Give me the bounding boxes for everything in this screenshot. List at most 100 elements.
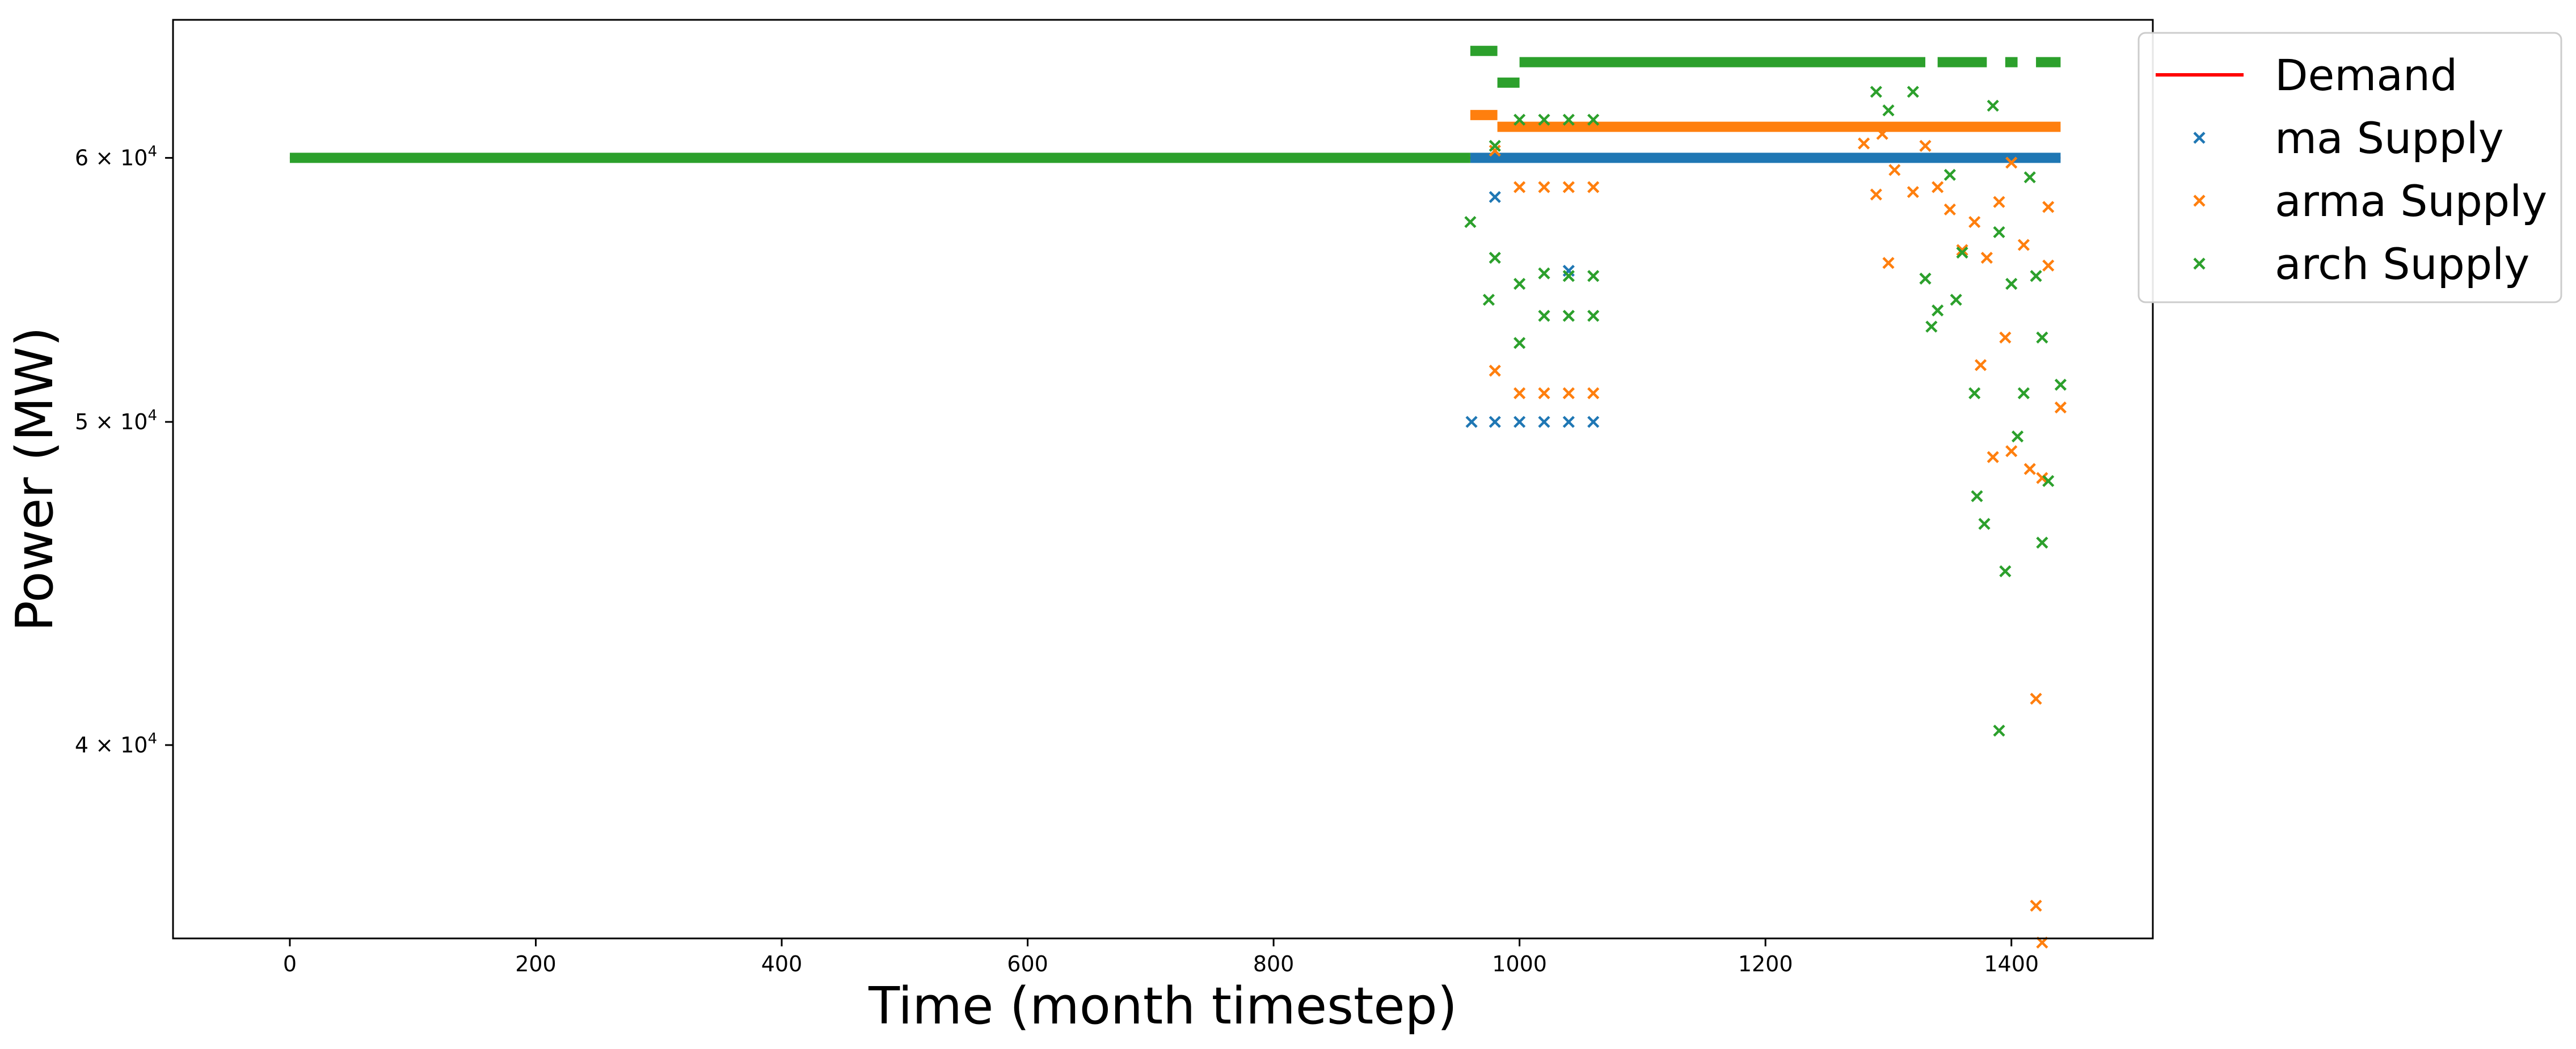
- series-arch-supply: [289, 45, 2067, 737]
- data-point-marker: [1513, 278, 1526, 290]
- y-tick-label: 4 × 104: [75, 730, 157, 758]
- x-tick-label: 0: [283, 951, 297, 976]
- data-point-marker: [1956, 244, 1968, 256]
- data-point-marker: [1489, 139, 1501, 152]
- data-point-marker: [1513, 387, 1526, 400]
- x-axis-ticks: 0 200 400 600 800 1000 1200 1400: [283, 938, 2039, 976]
- data-point-marker: [1513, 337, 1526, 349]
- data-point-marker: [1489, 416, 1501, 428]
- legend-label: ma Supply: [2275, 113, 2504, 163]
- data-point-marker: [1882, 104, 1895, 117]
- data-point-marker: [1513, 113, 1526, 126]
- data-point-marker: [2030, 899, 2042, 912]
- data-point-marker: [1538, 310, 1550, 322]
- data-point-marker: [2036, 331, 2048, 344]
- data-point-marker: [1538, 181, 1550, 193]
- data-point-marker: [1907, 86, 1919, 98]
- data-point-marker: [1978, 518, 1991, 530]
- data-point-marker: [1925, 320, 1938, 333]
- data-point-marker: [1489, 145, 1501, 157]
- data-point-marker: [1562, 416, 1575, 428]
- data-point-marker: [1562, 310, 1575, 322]
- data-point-marker: [1987, 451, 1999, 463]
- data-point-marker: [2030, 270, 2042, 282]
- data-point-marker: [1513, 416, 1526, 428]
- y-axis-ticks: 4 × 104 5 × 104 6 × 104: [75, 143, 173, 758]
- data-point-marker: [2023, 171, 2036, 184]
- data-point-marker: [1562, 270, 1575, 282]
- data-point-marker: [1562, 113, 1575, 126]
- data-point-marker: [1870, 188, 1882, 201]
- data-point-marker: [2017, 239, 2030, 251]
- data-point-marker: [1587, 270, 1600, 282]
- data-point-marker: [1993, 196, 2005, 208]
- data-point-marker: [2005, 156, 2018, 169]
- data-point-marker: [1513, 181, 1526, 193]
- y-tick-label: 6 × 104: [75, 143, 157, 170]
- data-point-marker: [1562, 387, 1575, 400]
- data-point-marker: [1489, 365, 1501, 377]
- x-axis-title: Time (month timestep): [868, 976, 1457, 1036]
- data-point-marker: [1482, 294, 1495, 306]
- data-point-marker: [1870, 86, 1882, 98]
- data-point-marker: [2036, 536, 2048, 549]
- data-point-marker: [1857, 137, 1870, 150]
- legend-item: arma Supply: [2193, 176, 2547, 226]
- data-point-marker: [1489, 191, 1501, 204]
- data-point-marker: [2036, 472, 2048, 484]
- legend-marker-swatch: [2193, 257, 2206, 270]
- x-tick-label: 1000: [1492, 951, 1547, 976]
- x-tick-label: 400: [761, 951, 803, 976]
- data-point-marker: [2042, 475, 2055, 487]
- data-point-marker: [1980, 252, 1993, 264]
- data-point-marker: [1919, 272, 1932, 285]
- data-point-marker: [2005, 278, 2018, 290]
- x-tick-label: 1200: [1738, 951, 1793, 976]
- legend-label: arch Supply: [2275, 239, 2529, 289]
- data-point-marker: [1919, 139, 1932, 152]
- data-point-marker: [1876, 128, 1888, 140]
- x-tick-label: 1400: [1984, 951, 2039, 976]
- data-point-marker: [1993, 226, 2005, 239]
- series-ma-supply: [1465, 153, 2061, 428]
- data-point-marker: [2023, 463, 2036, 475]
- y-tick-label: 5 × 104: [75, 407, 157, 434]
- data-point-marker: [1999, 331, 2012, 344]
- legend-label: arma Supply: [2275, 176, 2547, 226]
- legend-marker-swatch: [2193, 194, 2206, 207]
- data-point-marker: [1932, 304, 1944, 317]
- data-point-marker: [1968, 215, 1981, 229]
- x-tick-label: 600: [1007, 951, 1048, 976]
- legend-item: ma Supply: [2193, 113, 2504, 163]
- data-point-marker: [2005, 445, 2018, 458]
- data-point-marker: [1999, 565, 2012, 578]
- data-point-marker: [1562, 181, 1575, 193]
- data-point-marker: [1956, 246, 1968, 259]
- data-point-marker: [1538, 267, 1550, 280]
- data-point-marker: [1932, 181, 1944, 193]
- legend-item: Demand: [2156, 50, 2457, 100]
- data-point-marker: [1950, 294, 1962, 306]
- data-point-marker: [2011, 430, 2024, 443]
- data-point-marker: [1968, 387, 1981, 400]
- data-point-marker: [1943, 168, 1956, 181]
- x-tick-label: 200: [515, 951, 556, 976]
- y-axis-title: Power (MW): [5, 327, 65, 632]
- legend-item: arch Supply: [2193, 239, 2529, 289]
- data-point-marker: [2042, 259, 2055, 272]
- data-point-marker: [1587, 387, 1600, 400]
- data-point-marker: [1987, 99, 1999, 112]
- data-point-marker: [2042, 201, 2055, 213]
- data-point-marker: [1464, 215, 1477, 229]
- data-point-marker: [1587, 310, 1600, 322]
- data-point-marker: [2054, 401, 2067, 414]
- data-point-marker: [1465, 416, 1478, 428]
- data-point-marker: [2054, 378, 2067, 391]
- data-point-marker: [1538, 416, 1550, 428]
- data-point-marker: [1587, 181, 1600, 193]
- legend-box: [2137, 32, 2562, 303]
- data-marks: [289, 45, 2067, 949]
- data-point-marker: [1587, 113, 1600, 126]
- data-point-marker: [1538, 387, 1550, 400]
